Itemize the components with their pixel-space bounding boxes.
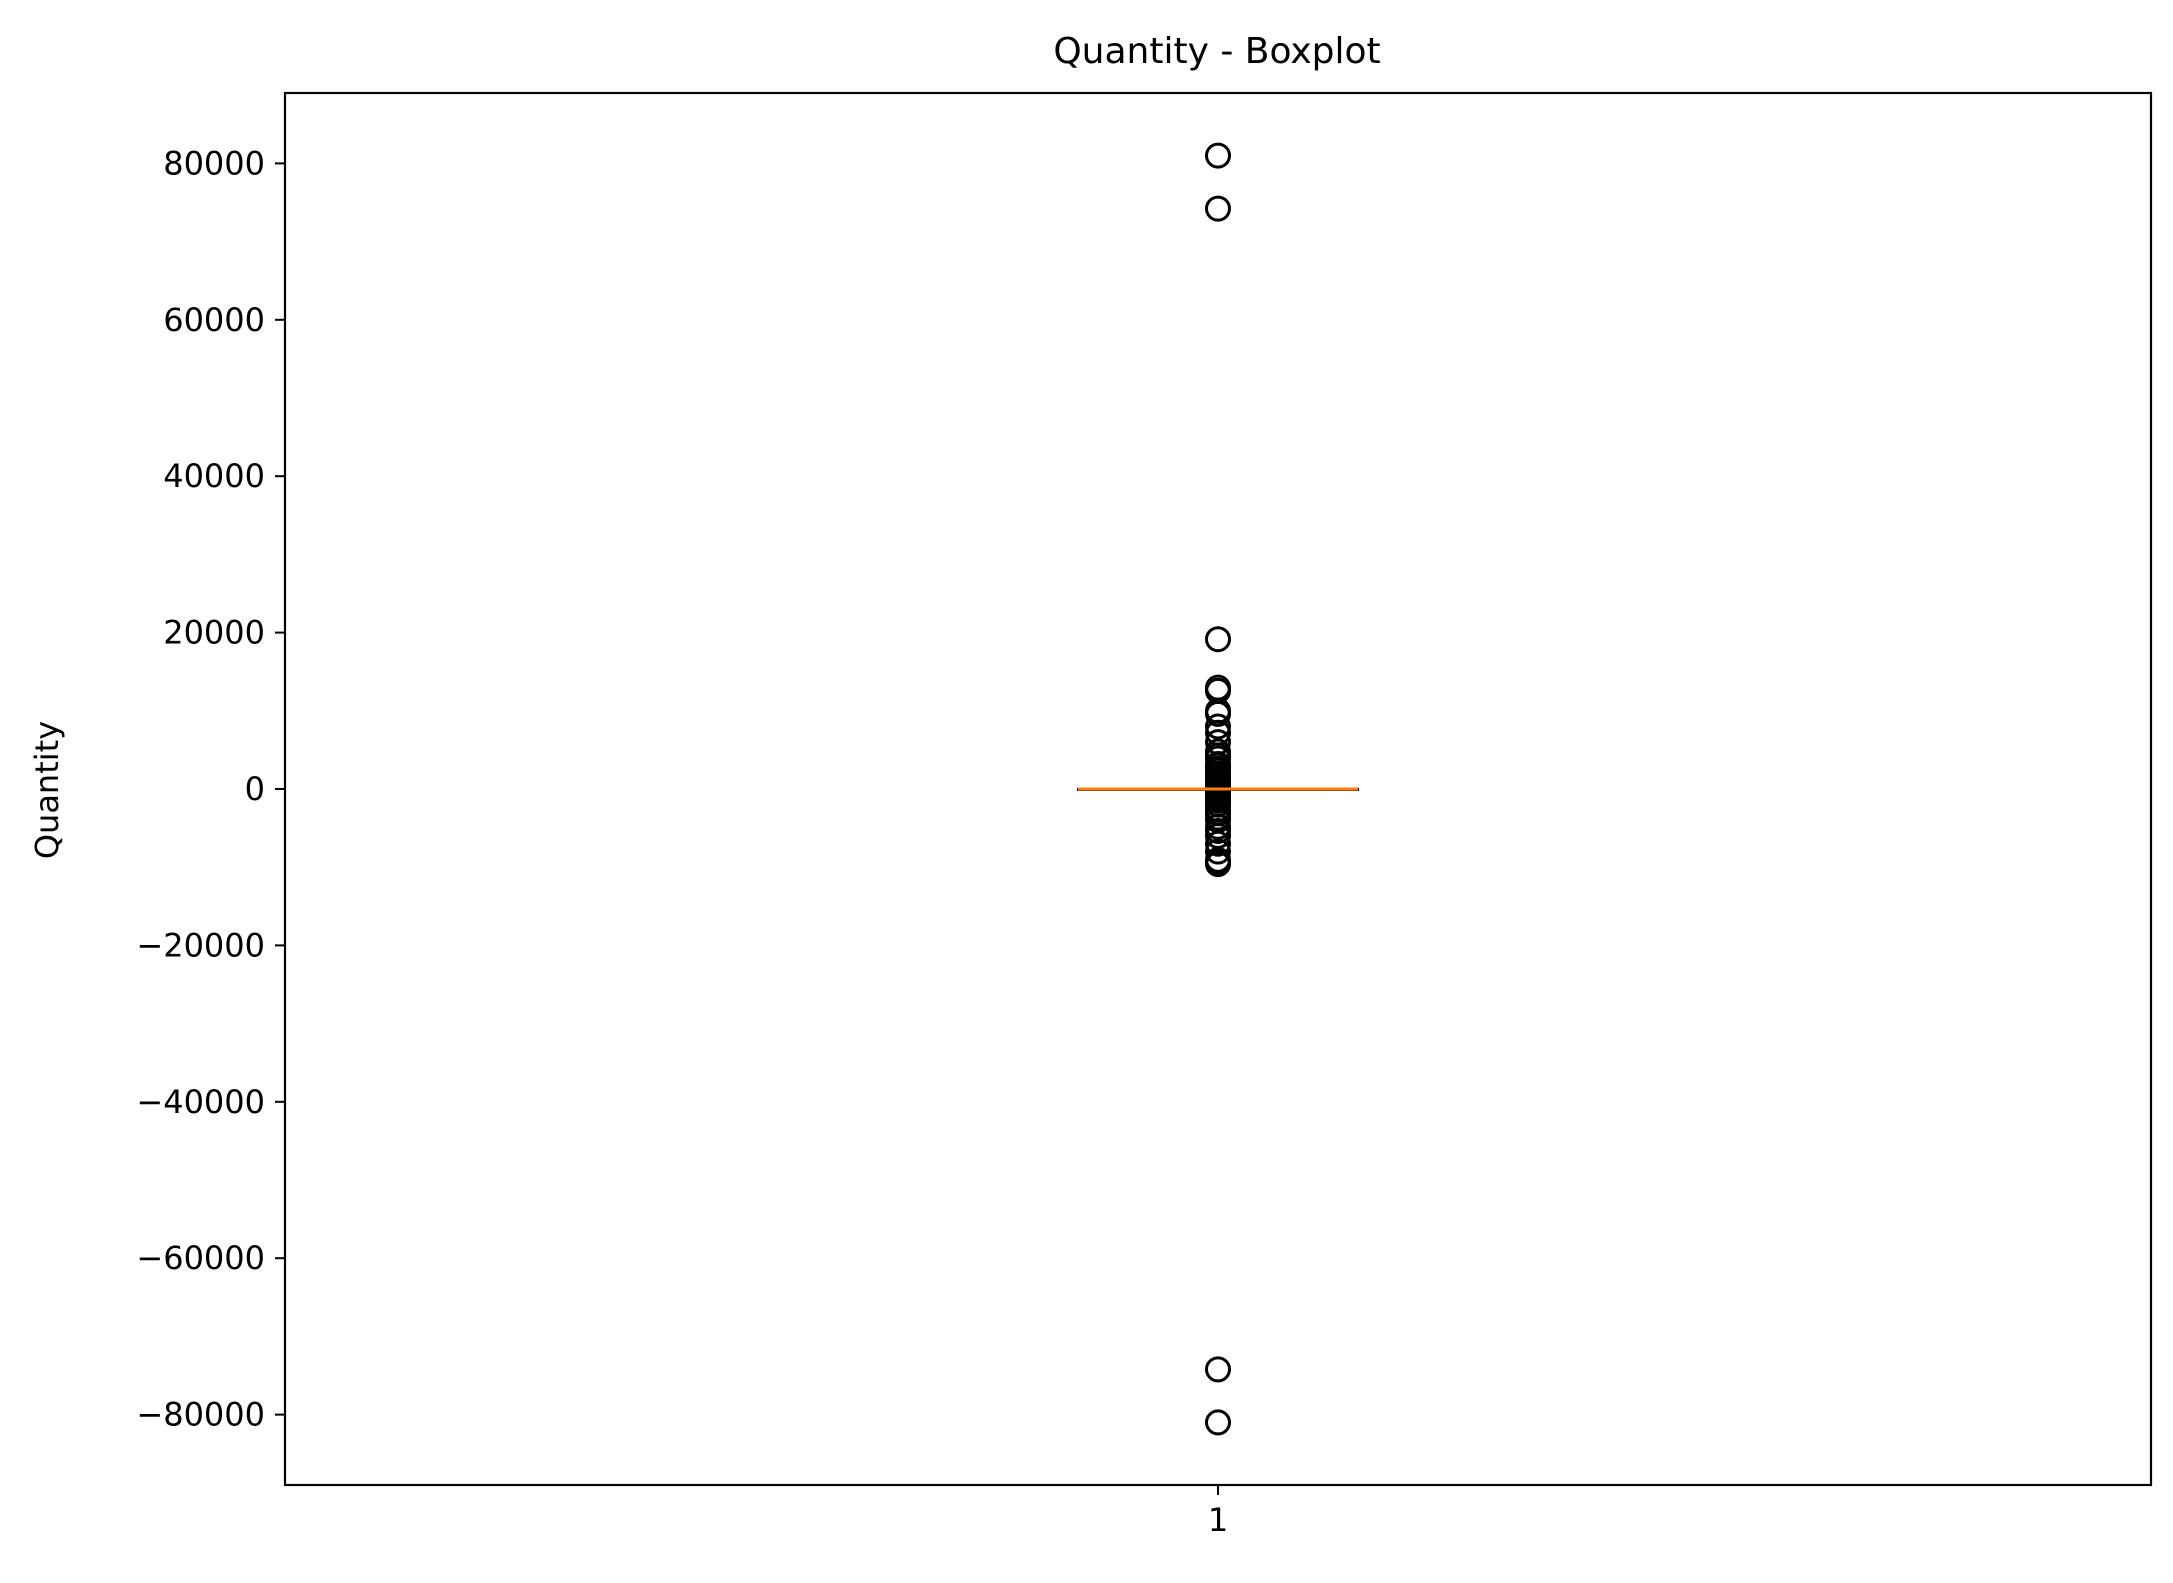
y-axis-ticks: −80000 −60000 −40000 −20000 0 20000 40000 60000… <box>136 144 285 1434</box>
chart-title: Quantity - Boxplot <box>1053 31 1380 72</box>
outlier-point <box>1205 713 1231 740</box>
y-tick-label: 20000 <box>163 614 265 652</box>
outlier-point <box>1205 851 1231 878</box>
y-tick-label: −20000 <box>136 926 265 964</box>
outlier-point <box>1205 626 1231 653</box>
outlier-point <box>1205 1409 1231 1436</box>
y-tick-label: −60000 <box>136 1239 265 1277</box>
outlier-point <box>1205 1356 1231 1383</box>
y-tick-label: 40000 <box>163 457 265 495</box>
x-tick-label: 1 <box>1208 1501 1228 1539</box>
y-tick-label: 80000 <box>163 144 265 182</box>
outlier-point <box>1205 700 1231 727</box>
outlier-point <box>1205 142 1231 169</box>
y-tick-label: 60000 <box>163 301 265 339</box>
y-axis-label: Quantity <box>28 721 66 859</box>
y-tick-label: −40000 <box>136 1083 265 1121</box>
outlier-point <box>1205 195 1231 222</box>
outlier-point <box>1205 830 1231 857</box>
x-axis-ticks: 1 <box>1208 1485 1228 1539</box>
y-tick-label: −80000 <box>136 1396 265 1434</box>
outlier-point <box>1205 838 1231 865</box>
y-tick-label: 0 <box>245 770 265 808</box>
plot-marks <box>1077 142 1359 1436</box>
